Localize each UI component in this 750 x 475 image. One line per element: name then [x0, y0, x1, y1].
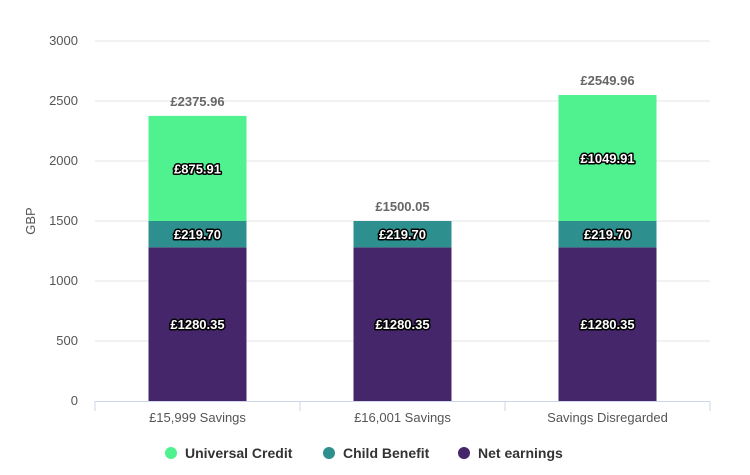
data-label: £875.91 — [174, 161, 221, 176]
data-label: £219.70 — [584, 227, 631, 242]
bar-segment — [353, 247, 452, 401]
x-tick-label: £16,001 Savings — [354, 410, 451, 425]
y-axis-ticks: 0 500 1000 1500 2000 2500 3000 — [49, 33, 78, 408]
legend-item: Child Benefit — [343, 445, 430, 461]
y-tick-label: 3000 — [49, 33, 78, 48]
legend-swatch — [165, 447, 177, 459]
x-tick-label: Savings Disregarded — [547, 410, 668, 425]
data-label: £219.70 — [379, 227, 426, 242]
legend-swatch — [323, 447, 335, 459]
legend: Universal Credit Child Benefit Net earning… — [165, 445, 563, 461]
total-label: £2549.96 — [580, 73, 634, 88]
legend-swatch — [458, 447, 470, 459]
total-label: £2375.96 — [170, 94, 224, 109]
y-tick-label: 1500 — [49, 213, 78, 228]
total-label: £1500.05 — [375, 199, 429, 214]
bar-segment — [558, 220, 657, 248]
bar-segment — [558, 95, 657, 221]
y-tick-label: 0 — [71, 393, 78, 408]
bar-segment — [353, 220, 452, 248]
data-label: £1280.35 — [170, 317, 224, 332]
y-tick-label: 500 — [56, 333, 78, 348]
data-label: £1280.35 — [375, 317, 429, 332]
data-label: £1280.35 — [580, 317, 634, 332]
bar-segment — [148, 220, 247, 248]
legend-item: Universal Credit — [185, 445, 293, 461]
data-label: £219.70 — [174, 227, 221, 242]
bar-segment — [558, 247, 657, 401]
legend-item: Net earnings — [478, 445, 563, 461]
x-axis: £15,999 Savings £16,001 Savings Savings Di… — [94, 401, 711, 425]
x-tick-label: £15,999 Savings — [149, 410, 246, 425]
bar-segment — [148, 247, 247, 401]
y-tick-label: 1000 — [49, 273, 78, 288]
bar-segment — [148, 115, 247, 221]
y-axis-title: GBP — [23, 207, 38, 234]
data-label: £1049.91 — [580, 151, 634, 166]
bars: £1280.35 £219.70 £875.91 £2375.96 £1280.35 £2… — [148, 73, 657, 401]
y-tick-label: 2500 — [49, 93, 78, 108]
y-tick-label: 2000 — [49, 153, 78, 168]
